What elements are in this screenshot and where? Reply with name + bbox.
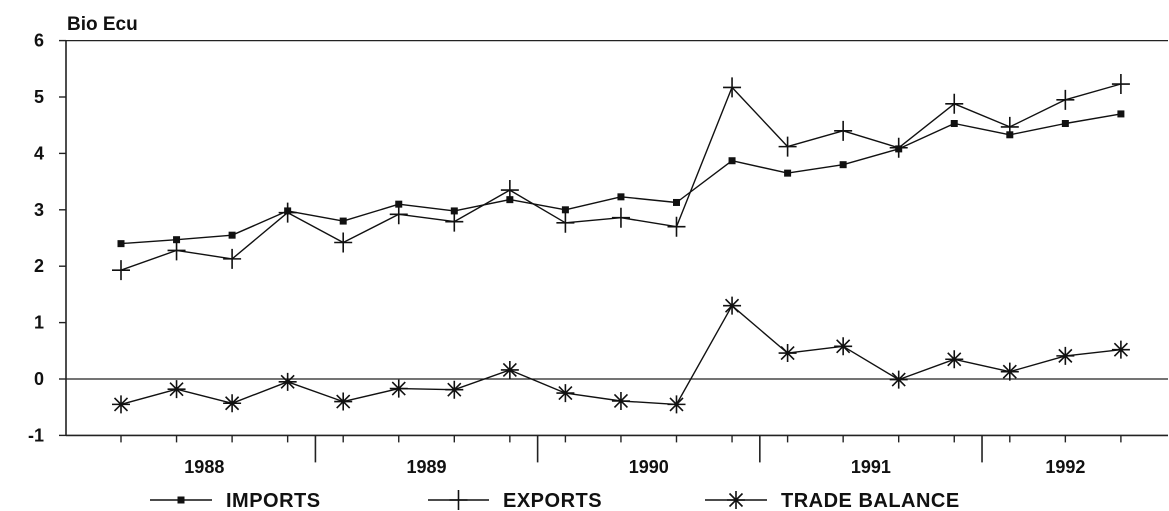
imports-point [395, 200, 403, 208]
imports-point [839, 161, 847, 169]
y-tick-label: 0 [34, 369, 44, 389]
trade-balance-point [1111, 340, 1130, 359]
trade-balance-point [723, 296, 742, 315]
trade-balance-point [500, 360, 519, 379]
imports-point [617, 193, 625, 201]
trade-balance-point [945, 350, 964, 369]
exports-point [445, 211, 464, 232]
trade-balance-point [1000, 362, 1019, 381]
x-year-label: 1991 [851, 457, 891, 477]
trade-balance-point [667, 395, 686, 414]
trade-balance-point [278, 372, 297, 391]
trade-balance-point [834, 337, 853, 356]
y-tick-label: 3 [34, 200, 44, 220]
exports-point [945, 93, 964, 114]
exports-point [556, 212, 575, 233]
exports-line [120, 83, 1122, 271]
trade-balance-line [120, 305, 1121, 406]
legend-label: TRADE BALANCE [781, 490, 960, 511]
y-tick-label: 2 [34, 256, 44, 276]
x-year-label: 1988 [184, 457, 224, 477]
trade-balance-point [889, 370, 908, 389]
exports-point [167, 240, 186, 261]
y-tick-label: 4 [34, 143, 44, 163]
imports-point [228, 231, 236, 239]
trade-balance-point [112, 395, 130, 414]
legend-item-imports: IMPORTS [150, 490, 321, 511]
trade-balance-point [556, 384, 575, 403]
trade-balance-series [112, 296, 1130, 414]
imports-point [173, 236, 181, 244]
x-year-label: 1989 [407, 457, 447, 477]
series-layer [112, 74, 1130, 414]
x-year-label: 1990 [629, 457, 669, 477]
trade-balance-point [445, 380, 464, 399]
exports-point [278, 202, 297, 223]
legend-label: EXPORTS [503, 490, 602, 511]
exports-point [1111, 74, 1130, 95]
exports-point [112, 260, 130, 281]
exports-point [389, 204, 408, 225]
exports-point [500, 180, 519, 201]
imports-point [339, 217, 347, 225]
exports-point [889, 137, 908, 158]
trade-balance-point [334, 392, 353, 411]
y-axis-unit-label: Bio Ecu [67, 14, 138, 35]
imports-point [117, 240, 125, 248]
trade-balance-point [778, 344, 797, 363]
y-tick-label: 6 [34, 31, 44, 51]
legend: IMPORTS EXPORTS TRADE BALANCE [150, 490, 960, 511]
trade-balance-point [167, 380, 186, 399]
trade-balance-point [389, 379, 408, 398]
y-tick-label: -1 [28, 425, 44, 445]
legend-marker [727, 491, 745, 509]
exports-series [112, 74, 1130, 281]
legend-label: IMPORTS [226, 490, 321, 511]
legend-marker [449, 490, 468, 510]
y-tick-label: 1 [34, 313, 44, 333]
trade-balance-point [611, 391, 630, 410]
exports-point [834, 120, 853, 141]
imports-point [450, 207, 458, 215]
legend-item-exports: EXPORTS [428, 490, 602, 511]
legend-item-trade-balance: TRADE BALANCE [705, 490, 960, 511]
exports-point [723, 77, 742, 98]
exports-point [611, 207, 630, 228]
exports-point [223, 248, 242, 269]
imports-point [673, 198, 680, 206]
y-tick-label: 5 [34, 87, 44, 107]
imports-point [784, 169, 792, 177]
imports-point [950, 120, 958, 128]
imports-point [561, 206, 569, 214]
trade-balance-point [1056, 346, 1075, 365]
trade-balance-point [223, 394, 242, 413]
exports-point [778, 136, 797, 157]
legend-marker [177, 496, 185, 504]
imports-point [1061, 120, 1069, 128]
imports-point [1117, 110, 1125, 118]
exports-point [1056, 89, 1075, 110]
imports-point [728, 157, 736, 165]
exports-point [1000, 116, 1019, 137]
exports-point [667, 216, 686, 237]
exports-point [334, 232, 353, 253]
x-year-label: 1992 [1045, 457, 1085, 477]
axes: -1 0 1 2 3 4 5 6 1988 1989 1990 1991 1992 [28, 31, 1168, 477]
